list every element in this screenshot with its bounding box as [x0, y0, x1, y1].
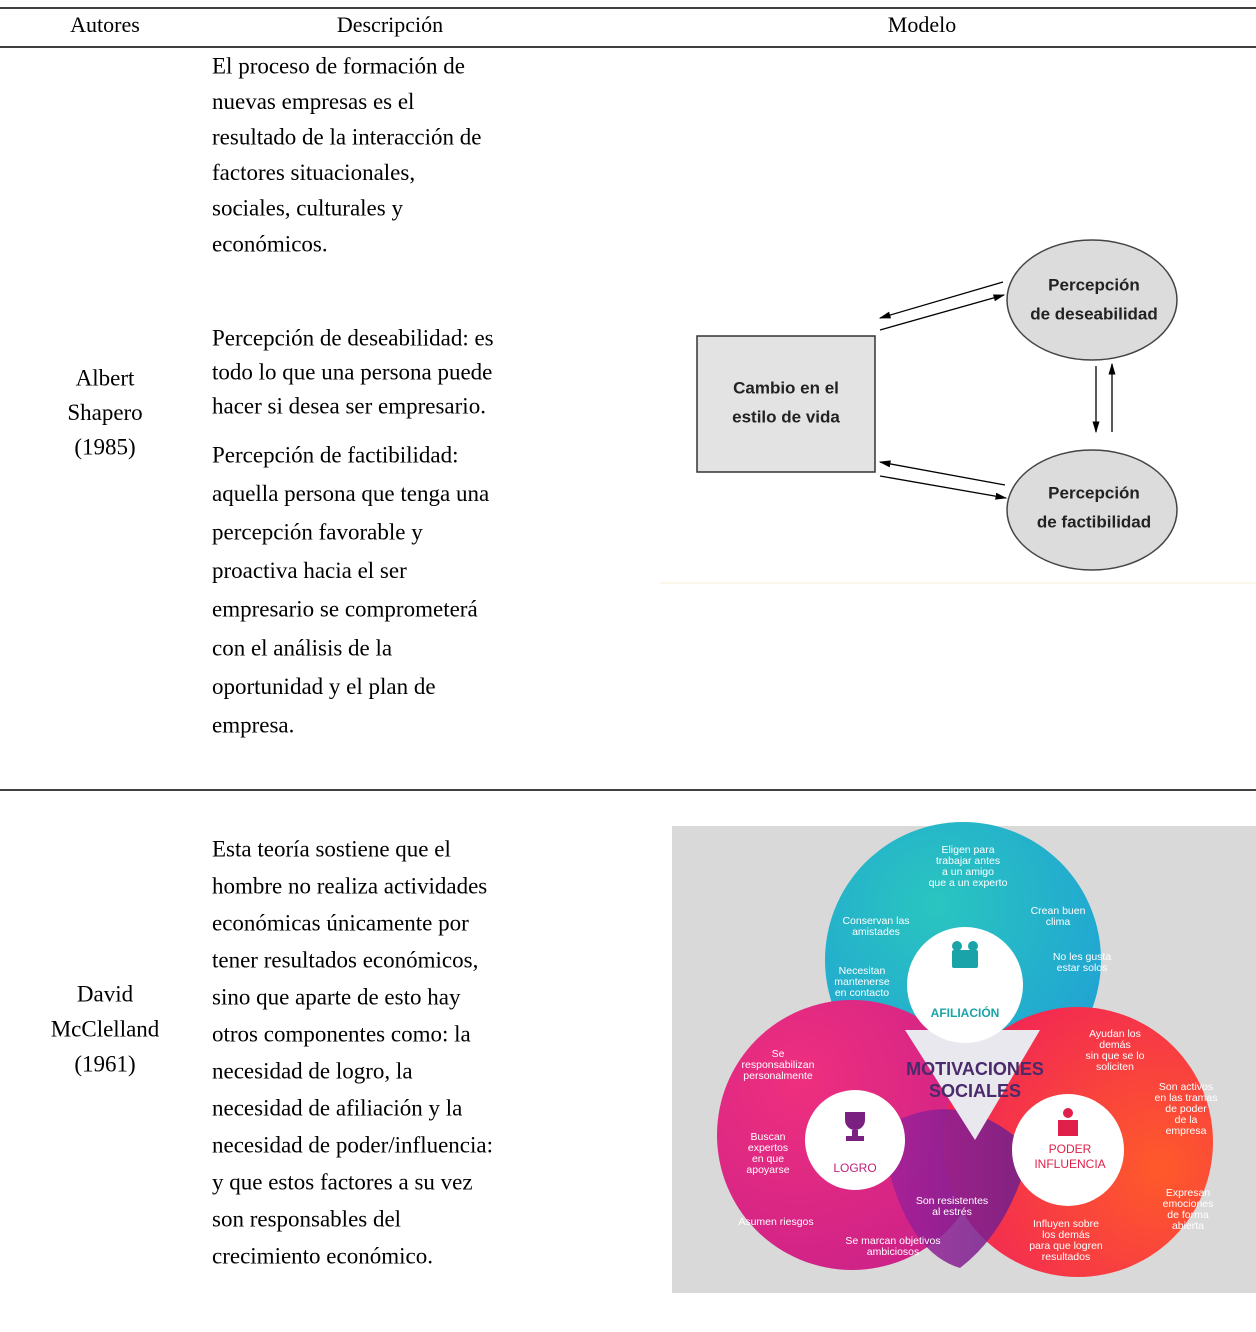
description-line: crecimiento económico.	[212, 1243, 433, 1268]
description-line: Percepción de deseabilidad: es	[212, 325, 494, 350]
infographic-label: expertos	[748, 1142, 788, 1154]
infographic-label: resultados	[1042, 1251, 1090, 1263]
infographic-label: en que	[752, 1153, 784, 1165]
infographic-label: Son resistentes	[916, 1195, 988, 1207]
infographic-label: MOTIVACIONES	[906, 1059, 1044, 1079]
infographic-label: de poder	[1165, 1103, 1207, 1115]
description-line: otros componentes como: la	[212, 1021, 471, 1046]
infographic-label: Necesitan	[839, 965, 886, 977]
description-line: factores situacionales,	[212, 160, 415, 185]
author: (1961)	[74, 1051, 135, 1076]
description-line: sino que aparte de esto hay	[212, 984, 461, 1009]
description-line: aquella persona que tenga una	[212, 481, 489, 506]
description-line: percepción favorable y	[212, 519, 423, 544]
infographic-label: emociones	[1163, 1198, 1214, 1210]
description-line: son responsables del	[212, 1206, 401, 1231]
infographic-label: AFILIACIÓN	[931, 1005, 1000, 1020]
infographic-label: para que logren	[1029, 1240, 1103, 1252]
description-line: Esta teoría sostiene que el	[212, 836, 451, 861]
infographic-label: No les gusta	[1053, 951, 1112, 963]
infographic-label: Asumen riesgos	[738, 1216, 813, 1228]
infographic-label: responsabilizan	[742, 1059, 815, 1071]
infographic-label: apoyarse	[746, 1164, 789, 1176]
description-line: y que estos factores a su vez	[212, 1169, 473, 1194]
description-line: nuevas empresas es el	[212, 89, 414, 114]
description-line: hombre no realiza actividades	[212, 873, 487, 898]
infographic-label: al estrés	[932, 1206, 972, 1218]
box-label: estilo de vida	[732, 407, 840, 426]
infographic-label: Se	[772, 1048, 785, 1060]
description-line: necesidad de logro, la	[212, 1058, 413, 1083]
infographic-label: Buscan	[750, 1131, 785, 1143]
node-label: de deseabilidad	[1030, 304, 1158, 323]
node-label: Percepción	[1048, 275, 1140, 294]
infographic-label: amistades	[852, 926, 900, 938]
column-header: Modelo	[888, 12, 956, 37]
column-header: Descripción	[337, 12, 443, 37]
infographic-label: personalmente	[743, 1070, 813, 1082]
infographic-label: PODER	[1049, 1142, 1092, 1156]
shapero-diagram	[660, 239, 1256, 584]
infographic-label: INFLUENCIA	[1034, 1157, 1105, 1171]
infographic-label: Eligen para	[941, 844, 994, 856]
infographic-label: Crean buen	[1031, 905, 1086, 917]
author: (1985)	[74, 434, 135, 459]
node-label: Percepción	[1048, 483, 1140, 502]
infographic-label: que a un experto	[929, 877, 1008, 889]
infographic-label: LOGRO	[833, 1161, 876, 1175]
infographic-label: sin que se lo	[1086, 1050, 1145, 1062]
box-label: Cambio en el	[733, 378, 839, 397]
description-line: económicas únicamente por	[212, 910, 469, 935]
mcclelland-infographic	[672, 822, 1256, 1293]
description-line: todo lo que una persona puede	[212, 359, 492, 384]
description-line: necesidad de poder/influencia:	[212, 1132, 493, 1157]
description-line: hacer si desea ser empresario.	[212, 393, 486, 418]
author: Shapero	[67, 400, 142, 425]
infographic-label: soliciten	[1096, 1061, 1134, 1073]
node-label: de factibilidad	[1037, 512, 1151, 531]
description-line: El proceso de formación de	[212, 53, 465, 78]
infographic-label: estar solos	[1057, 962, 1108, 974]
infographic-label: Expresan	[1166, 1187, 1211, 1199]
description-line: empresa.	[212, 712, 294, 737]
description-line: tener resultados económicos,	[212, 947, 478, 972]
infographic-label: SOCIALES	[929, 1081, 1021, 1101]
description-line: necesidad de afiliación y la	[212, 1095, 462, 1120]
column-header: Autores	[70, 12, 140, 37]
infographic-label: de la	[1175, 1114, 1198, 1126]
description-line: con el análisis de la	[212, 635, 392, 660]
infographic-label: abierta	[1172, 1220, 1204, 1232]
infographic-label: Ayudan los	[1089, 1028, 1141, 1040]
infographic-label: en las tramas	[1154, 1092, 1217, 1104]
infographic-label: ambiciosos	[867, 1246, 920, 1258]
infographic-label: en contacto	[835, 987, 889, 999]
description-line: Percepción de factibilidad:	[212, 442, 459, 467]
author: David	[77, 981, 134, 1006]
infographic-label: trabajar antes	[936, 855, 1000, 867]
infographic-label: de forma	[1167, 1209, 1209, 1221]
infographic-label: Son activos	[1159, 1081, 1213, 1093]
description-line: oportunidad y el plan de	[212, 674, 436, 699]
infographic-label: Se marcan objetivos	[845, 1235, 940, 1247]
infographic-label: mantenerse	[834, 976, 890, 988]
infographic-label: Conservan las	[842, 915, 909, 927]
infographic-label: clima	[1046, 916, 1071, 928]
description-line: resultado de la interacción de	[212, 124, 482, 149]
description-line: sociales, culturales y	[212, 196, 403, 221]
description-line: empresario se comprometerá	[212, 597, 478, 622]
infographic-label: demás	[1099, 1039, 1131, 1051]
description-line: proactiva hacia el ser	[212, 558, 407, 583]
infographic-label: empresa	[1166, 1125, 1207, 1137]
description-line: económicos.	[212, 231, 328, 256]
author: Albert	[76, 365, 135, 390]
infographic-label: Influyen sobre	[1033, 1218, 1099, 1230]
author: McClelland	[51, 1016, 160, 1041]
infographic-label: a un amigo	[942, 866, 994, 878]
infographic-label: los demás	[1042, 1229, 1090, 1241]
